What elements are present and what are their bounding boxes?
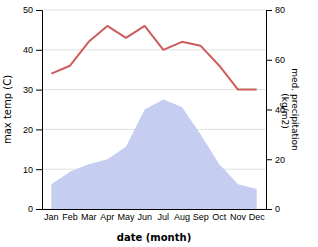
y-axis-title: max temp (C) [2, 75, 13, 144]
tick-label: 60 [275, 55, 285, 65]
tick-mark [266, 159, 272, 160]
tick-label: Jul [158, 212, 170, 222]
tick-label: 0 [28, 204, 33, 214]
tick: 20 [266, 155, 285, 165]
tick-label: 20 [23, 125, 33, 135]
tick-label: Apr [100, 212, 114, 222]
tick: Dec [249, 212, 266, 222]
grid-line [42, 49, 266, 50]
tick-mark [36, 90, 42, 91]
tick-label: Aug [174, 212, 190, 222]
tick: 0 [266, 204, 280, 214]
tick-mark [36, 10, 42, 11]
y2-axis-title-line: med. precipitation [290, 68, 300, 150]
tick-mark [266, 209, 272, 210]
tick: 10 [23, 165, 42, 175]
tick: 60 [266, 55, 285, 65]
tick-label: Oct [212, 212, 227, 222]
y2-axis-title: med. precipitation (kg/m2) [280, 68, 300, 150]
tick-mark [36, 209, 42, 210]
tick: Apr [100, 212, 114, 222]
tick: May [117, 212, 135, 222]
tick: Sep [193, 212, 209, 222]
tick: 20 [23, 125, 42, 135]
x-axis: JanFebMarAprMayJun Jul AugSepOctNovDec [43, 210, 267, 223]
tick: Nov [230, 212, 247, 222]
tick: Jul [158, 212, 170, 222]
tick-mark [36, 50, 42, 51]
tick: Aug [174, 212, 190, 222]
area [51, 100, 256, 209]
grid [42, 10, 266, 209]
tick: 80 [266, 5, 285, 15]
y-axis: 0 10 20 30 40 50 [23, 5, 43, 214]
tick: Jun [137, 212, 152, 222]
x-axis-title: date (month) [117, 232, 191, 243]
tick-label: Feb [62, 212, 78, 222]
tick-label: 10 [23, 165, 33, 175]
tick-mark [266, 110, 272, 111]
tick-label: May [117, 212, 135, 222]
tick-mark [36, 129, 42, 130]
axis-line [43, 209, 267, 210]
tick-label: 40 [23, 45, 33, 55]
axis-line [36, 11, 43, 210]
tick: Jan [44, 212, 59, 222]
y2-axis-title-line: (kg/m2) [280, 90, 290, 128]
tick-mark [266, 10, 272, 11]
tick-label: 0 [275, 204, 280, 214]
tick-label: Mar [81, 212, 97, 222]
tick-label: Nov [230, 212, 247, 222]
chart: JanFebMarAprMayJun Jul AugSepOctNovDec 0 10 2… [0, 0, 318, 247]
marks [51, 26, 256, 209]
tick: 40 [23, 45, 42, 55]
line [51, 26, 256, 90]
tick-label: Jun [137, 212, 152, 222]
plot: JanFebMarAprMayJun Jul AugSepOctNovDec 0 10 2… [23, 5, 285, 222]
grid-line [42, 10, 266, 11]
tick: 30 [23, 85, 42, 95]
tick-label: Sep [193, 212, 209, 222]
tick-label: 20 [275, 155, 285, 165]
grid-line [42, 89, 266, 90]
tick-label: 30 [23, 85, 33, 95]
tick-mark [266, 60, 272, 61]
tick: Oct [212, 212, 227, 222]
tick-label: Jan [44, 212, 59, 222]
tick-mark [36, 169, 42, 170]
tick: 0 [28, 204, 42, 214]
axis-line [267, 11, 273, 210]
tick-label: 50 [23, 5, 33, 15]
tick-label: Dec [249, 212, 266, 222]
tick-label: 80 [275, 5, 285, 15]
tick: Mar [81, 212, 97, 222]
tick: Feb [62, 212, 78, 222]
tick: 50 [23, 5, 42, 15]
